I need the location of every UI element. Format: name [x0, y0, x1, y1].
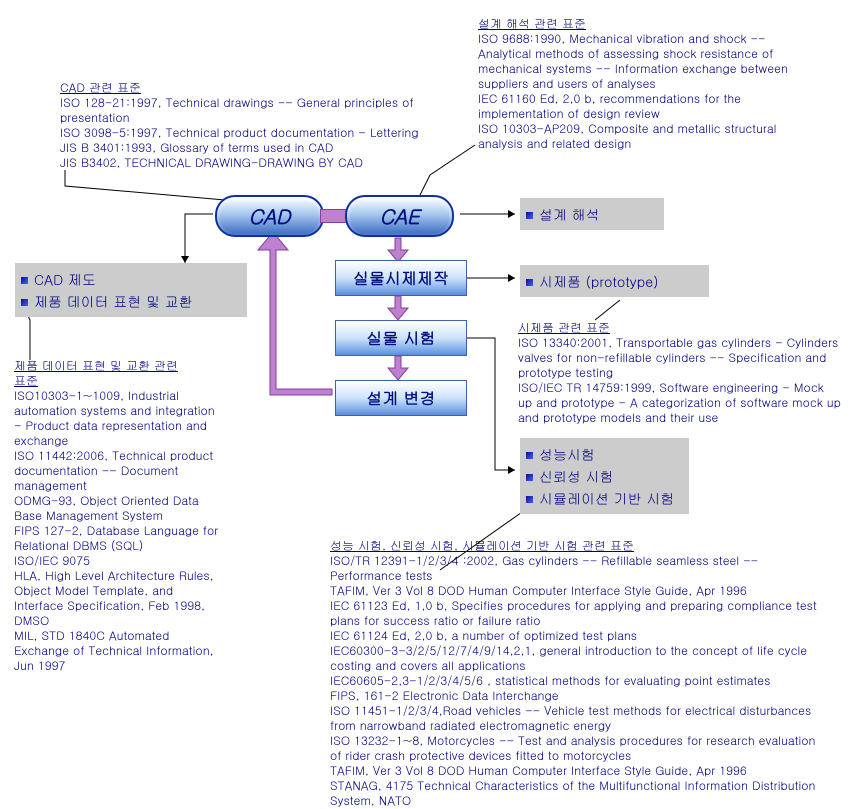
text-productdata-standards: 제품 데이터 표현 및 교환 관련 표준 ISO10303-1~1009, In… — [14, 358, 218, 673]
sidebox-tests: 성능시험 신뢰성 시험 시뮬레이션 기반 시험 — [520, 438, 689, 514]
sidebox-r3-item1-label: 성능시험 — [539, 444, 595, 464]
sidebox-r3-item3-label: 시뮬레이션 기반 시험 — [539, 488, 674, 508]
text-proto-l6: and prototype models and their use — [518, 409, 718, 426]
text-prototype-standards: 시제품 관련 표준 ISO 13340:2001, Transportable … — [518, 320, 841, 425]
sidebox-r2-item1: 시제품 (prototype) — [526, 270, 701, 292]
pill-cae: CAE — [345, 195, 454, 237]
text-data-l19: Jun 1997 — [14, 657, 65, 674]
bullet-icon — [526, 212, 533, 219]
text-performance-standards: 성능 시험, 신뢰성 시험, 시뮬레이션 기반 시험 관련 표준 ISO/TR … — [330, 538, 817, 808]
bullet-icon — [21, 299, 28, 306]
process-prototype-build: 실물시제제작 — [335, 260, 467, 296]
text-cad-l5: JIS B3402, TECHNICAL DRAWING-DRAWING BY … — [60, 154, 363, 171]
text-cad-standards: CAD 관련 표준 ISO 128-21:1997, Technical dra… — [60, 80, 419, 170]
sidebox-left-item1-label: CAD 제도 — [34, 269, 96, 289]
process-design-change: 설계 변경 — [335, 380, 467, 416]
sidebox-r3-item2-label: 신뢰성 시험 — [539, 466, 614, 486]
sidebox-left-item1: CAD 제도 — [21, 268, 239, 290]
pill-cad: CAD — [215, 195, 324, 237]
text-cae-l8: analysis and related design — [478, 135, 631, 152]
sidebox-left-item2: 제품 데이터 표현 및 교환 — [21, 290, 239, 312]
sidebox-cad-output: CAD 제도 제품 데이터 표현 및 교환 — [15, 263, 247, 317]
sidebox-r3-item1: 성능시험 — [526, 443, 681, 465]
text-cae-standards: 설계 해석 관련 표준 ISO 9688:1990, Mechanical vi… — [478, 16, 788, 151]
bullet-icon — [526, 474, 533, 481]
sidebox-r1-item1-label: 설계 해석 — [539, 204, 600, 224]
sidebox-prototype: 시제품 (prototype) — [520, 265, 709, 297]
bullet-icon — [21, 277, 28, 284]
sidebox-r1-item1: 설계 해석 — [526, 203, 656, 225]
bullet-icon — [526, 452, 533, 459]
diagram-root: CAD CAE 실물시제제작 실물 시험 설계 변경 CAD 제도 제품 데이터… — [0, 0, 853, 795]
pill-row: CAD CAE — [215, 195, 455, 235]
sidebox-r3-item2: 신뢰성 시험 — [526, 465, 681, 487]
sidebox-r2-item1-label: 시제품 (prototype) — [539, 271, 658, 291]
sidebox-r3-item3: 시뮬레이션 기반 시험 — [526, 487, 681, 509]
sidebox-left-item2-label: 제품 데이터 표현 및 교환 — [34, 291, 193, 311]
sidebox-design-analysis: 설계 해석 — [520, 198, 664, 230]
bullet-icon — [526, 279, 533, 286]
process-real-test: 실물 시험 — [335, 320, 467, 356]
text-data-title1: 제품 데이터 표현 및 교환 관련 — [14, 357, 178, 374]
bullet-icon — [526, 496, 533, 503]
